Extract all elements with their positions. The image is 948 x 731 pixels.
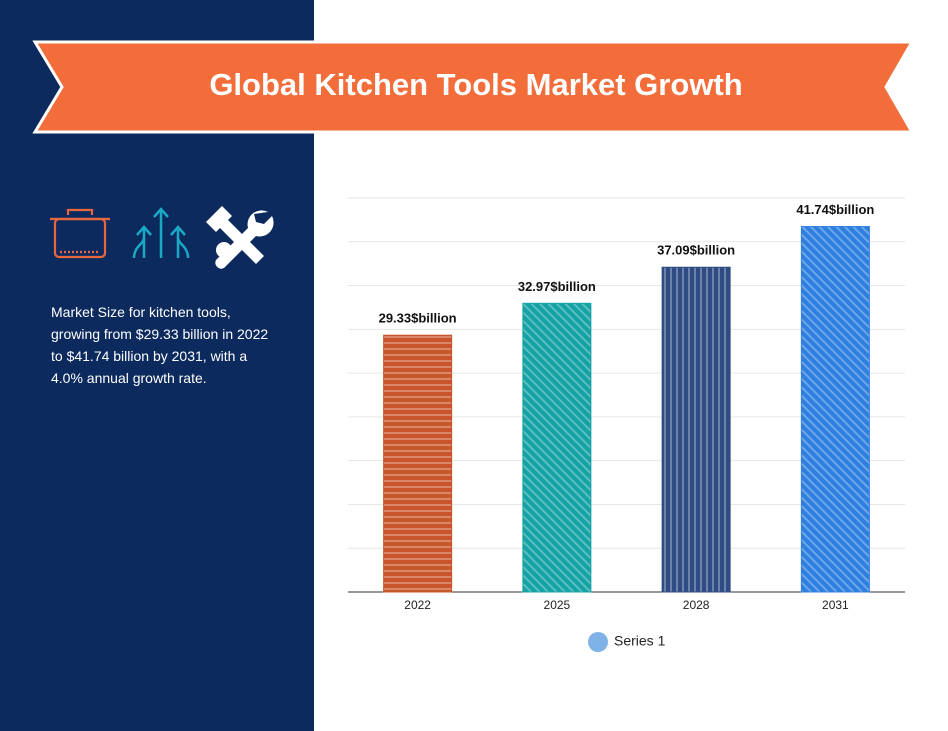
arrows-icon <box>132 207 190 259</box>
bar <box>661 266 731 593</box>
bar <box>383 334 453 593</box>
tools-icon <box>206 206 274 269</box>
x-tick-label: 2031 <box>822 598 849 612</box>
x-tick-label: 2025 <box>544 598 571 612</box>
pot-icon <box>50 208 110 259</box>
x-tick-label: 2022 <box>404 598 431 612</box>
bar <box>522 302 592 593</box>
value-label: 32.97$billion <box>518 279 596 294</box>
value-label: 41.74$billion <box>796 202 874 217</box>
description: Market Size for kitchen tools, growing f… <box>51 304 269 386</box>
legend-swatch <box>588 632 608 652</box>
x-tick-label: 2028 <box>683 598 710 612</box>
legend-label: Series 1 <box>614 633 666 649</box>
bar <box>800 226 870 593</box>
value-label: 37.09$billion <box>657 243 735 258</box>
title-banner <box>32 40 915 134</box>
title: Global Kitchen Tools Market Growth <box>209 67 742 102</box>
value-label: 29.33$billion <box>379 311 457 326</box>
